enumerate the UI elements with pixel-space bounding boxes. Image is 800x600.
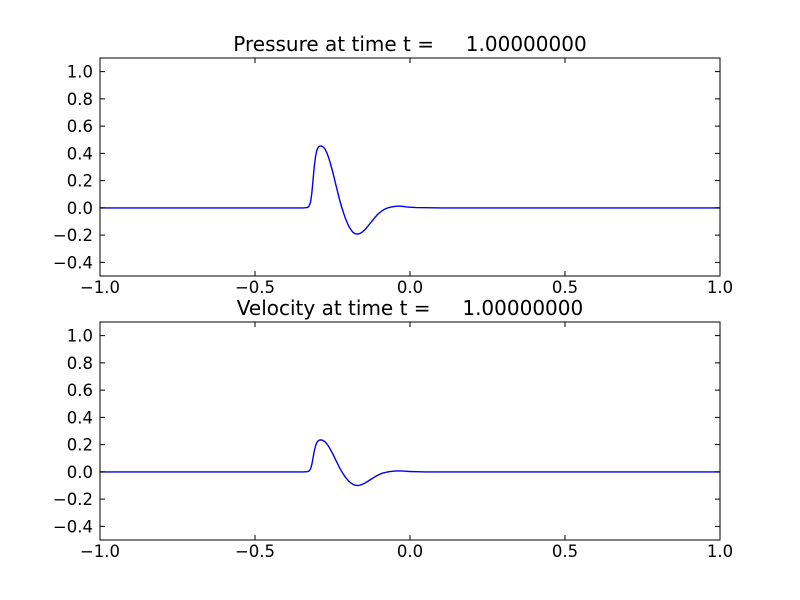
y-tick-label: −0.2 (53, 226, 93, 245)
y-tick-label: −0.4 (53, 517, 93, 536)
x-tick-label: 1.0 (707, 542, 733, 561)
y-tick-label: −0.2 (53, 490, 93, 509)
axes-border (99, 321, 721, 541)
pressure-plot: −1.0 −0.5 0.0 0.5 1.0 1.0 0.8 0.6 0.4 0.2 0.0 −0.2 −… (53, 32, 733, 297)
x-tick-label: 0.0 (397, 542, 423, 561)
x-tick-label: −0.5 (235, 278, 275, 297)
pressure-curve (99, 145, 721, 235)
x-tick-label: 0.0 (397, 278, 423, 297)
plot-title: Pressure at time t = 1.00000000 (233, 32, 586, 56)
y-tick-label: 0.4 (67, 144, 93, 163)
x-tick-label: 0.5 (552, 278, 578, 297)
axes-border (99, 57, 721, 277)
y-tick-label: 1.0 (67, 63, 93, 82)
y-tick-label: 1.0 (67, 327, 93, 346)
y-tick-label: 0.2 (67, 436, 93, 455)
velocity-curve (99, 439, 721, 487)
x-tick-label: 0.5 (552, 542, 578, 561)
y-tick-label: 0.8 (67, 90, 93, 109)
y-tick-label: 0.2 (67, 172, 93, 191)
y-tick-label: 0.8 (67, 354, 93, 373)
y-tick-label: 0.0 (67, 199, 93, 218)
y-tick-label: −0.4 (53, 253, 93, 272)
y-tick-label: 0.6 (67, 117, 93, 136)
velocity-plot: −1.0 −0.5 0.0 0.5 1.0 1.0 0.8 0.6 0.4 0.2 0.0 −0.2 −… (53, 296, 733, 561)
x-tick-label: 1.0 (707, 278, 733, 297)
y-tick-label: 0.6 (67, 381, 93, 400)
y-tick-label: 0.0 (67, 463, 93, 482)
x-tick-label: −1.0 (80, 542, 120, 561)
y-tick-label: 0.4 (67, 408, 93, 427)
x-tick-label: −0.5 (235, 542, 275, 561)
plot-title: Velocity at time t = 1.00000000 (237, 296, 583, 320)
x-tick-label: −1.0 (80, 278, 120, 297)
